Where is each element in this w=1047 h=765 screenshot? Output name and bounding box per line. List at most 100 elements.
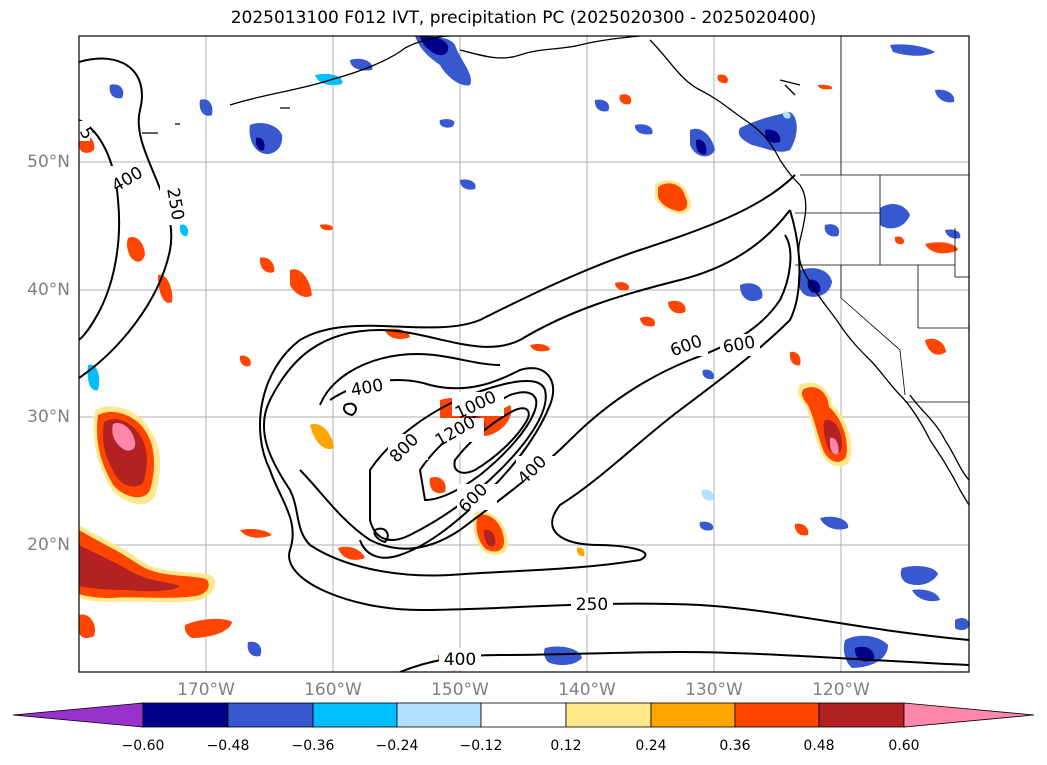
ivt-contour-250-main bbox=[259, 174, 969, 641]
precip-blob bbox=[179, 224, 189, 237]
precip-blob bbox=[695, 139, 707, 155]
precip-blob bbox=[310, 423, 334, 450]
contour-label: 250 bbox=[576, 595, 608, 615]
colorbar-segment bbox=[312, 702, 398, 728]
precip-blob bbox=[350, 58, 373, 71]
precip-blob bbox=[255, 137, 265, 151]
colorbar-tick: −0.12 bbox=[459, 738, 503, 754]
precip-blob bbox=[158, 274, 173, 303]
lat-label-50n: 50°N bbox=[27, 152, 70, 172]
borders bbox=[795, 36, 969, 403]
precip-blob bbox=[126, 236, 145, 262]
colorbar-segment bbox=[396, 702, 482, 728]
precip-blob bbox=[429, 476, 446, 494]
precip-blob bbox=[249, 123, 283, 155]
colorbar-tick: 0.24 bbox=[635, 738, 667, 754]
colorbar-segment bbox=[480, 702, 567, 728]
precip-blob bbox=[782, 111, 791, 119]
precip-blob bbox=[789, 351, 801, 366]
ivt-contour-800 bbox=[369, 379, 547, 541]
precip-blob bbox=[290, 269, 312, 297]
precip-blob bbox=[740, 283, 763, 302]
precip-blob bbox=[894, 236, 905, 245]
precip-blob bbox=[945, 229, 961, 239]
precip-blob bbox=[818, 84, 833, 90]
precip-blob bbox=[794, 523, 809, 536]
colorbar-extend-low bbox=[12, 702, 144, 728]
colorbar-tick: −0.36 bbox=[291, 738, 335, 754]
colorbar-tick: −0.24 bbox=[375, 738, 419, 754]
precip-blob bbox=[594, 99, 610, 112]
precip-blob bbox=[544, 646, 582, 666]
colorbar bbox=[12, 702, 1035, 728]
precip-blob bbox=[699, 521, 714, 531]
precip-blob bbox=[925, 242, 958, 254]
colorbar-segment bbox=[227, 702, 314, 728]
precip-blob bbox=[900, 566, 938, 586]
lon-label-140w: 140°W bbox=[558, 680, 616, 700]
precip-blob bbox=[615, 282, 630, 291]
colorbar-extend-high bbox=[903, 702, 1035, 728]
lat-label-40n: 40°N bbox=[27, 280, 70, 300]
ivt-contour-250-west bbox=[79, 57, 173, 379]
lon-label-170w: 170°W bbox=[177, 680, 235, 700]
colorbar-tick: −0.48 bbox=[206, 738, 250, 754]
colorbar-segment bbox=[734, 702, 820, 728]
precip-negative bbox=[87, 36, 969, 668]
ivt-contour-400-west bbox=[79, 119, 121, 341]
lat-label-30n: 30°N bbox=[27, 407, 70, 427]
precip-blob bbox=[619, 94, 632, 105]
precip-blob bbox=[702, 369, 714, 380]
precip-blob bbox=[87, 364, 100, 391]
precip-blob bbox=[576, 547, 585, 557]
lon-label-150w: 150°W bbox=[431, 680, 489, 700]
colorbar-segment bbox=[565, 702, 652, 728]
ivt-contour-1200 bbox=[453, 407, 530, 474]
precip-blob bbox=[247, 641, 262, 657]
ivt-contour-600-main bbox=[299, 234, 792, 550]
map-frame bbox=[78, 35, 970, 673]
precip-blob bbox=[880, 204, 910, 229]
colorbar-segment bbox=[650, 702, 736, 728]
precip-blob bbox=[184, 618, 232, 638]
precip-blob bbox=[79, 614, 96, 638]
precip-blob bbox=[530, 343, 550, 352]
precip-blob bbox=[640, 316, 656, 327]
colorbar-segment bbox=[818, 702, 905, 728]
precip-blob bbox=[338, 546, 365, 560]
ivt-contour-small bbox=[373, 527, 389, 544]
colorbar-tick: 0.60 bbox=[888, 738, 920, 754]
precip-blob bbox=[484, 529, 496, 547]
precip-blob bbox=[460, 179, 476, 190]
precip-blob bbox=[634, 124, 653, 135]
precip-blob bbox=[820, 516, 849, 530]
precip-blob bbox=[668, 300, 686, 314]
precip-blob bbox=[259, 257, 275, 273]
colorbar-tick: 0.48 bbox=[803, 738, 835, 754]
precip-blob bbox=[199, 99, 213, 116]
precip-blob bbox=[829, 437, 839, 455]
lon-label-120w: 120°W bbox=[812, 680, 870, 700]
precip-blob bbox=[439, 119, 455, 128]
precip-positive bbox=[79, 74, 958, 671]
precip-blob bbox=[79, 545, 180, 592]
precip-blob bbox=[935, 89, 955, 103]
lon-label-160w: 160°W bbox=[304, 680, 362, 700]
precip-blob bbox=[420, 36, 449, 56]
coastlines bbox=[142, 36, 969, 506]
ivt-contour-600-inner bbox=[329, 367, 555, 559]
precip-blob bbox=[320, 224, 333, 231]
colorbar-tick: 0.12 bbox=[550, 738, 582, 754]
precip-blob bbox=[955, 617, 969, 631]
lon-label-130w: 130°W bbox=[685, 680, 743, 700]
precip-blob bbox=[912, 589, 940, 602]
lat-label-20n: 20°N bbox=[27, 535, 70, 555]
precip-blob bbox=[890, 44, 935, 56]
precip-blob bbox=[112, 422, 136, 451]
precip-blob bbox=[658, 183, 688, 212]
precip-blob bbox=[824, 224, 840, 237]
ivt-contours bbox=[79, 57, 969, 672]
precip-blob bbox=[764, 129, 781, 143]
contour-label: 400 bbox=[444, 650, 476, 670]
precip-blob bbox=[701, 489, 714, 501]
